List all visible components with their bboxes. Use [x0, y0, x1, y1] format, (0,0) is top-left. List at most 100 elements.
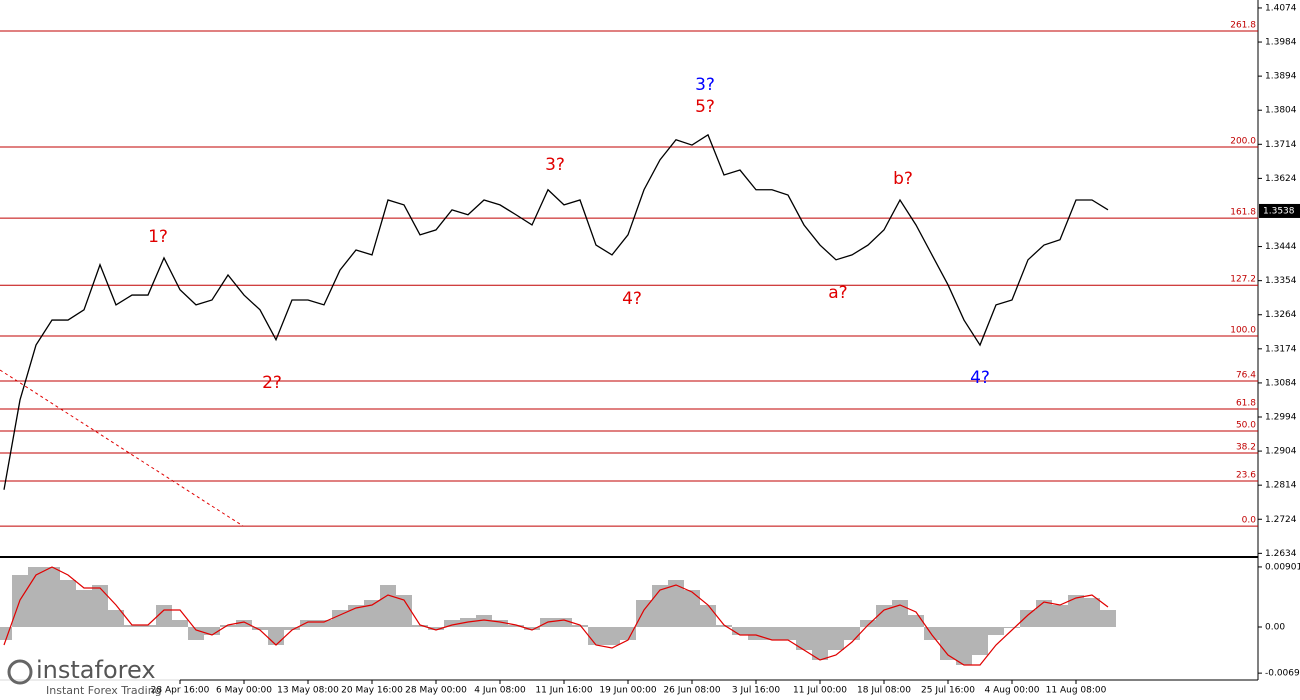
- histogram-bar: [860, 620, 876, 627]
- y-tick-label: 1.3804: [1265, 106, 1297, 116]
- y-tick-label: 1.3624: [1265, 174, 1297, 184]
- x-tick-label: 25 Jul 16:00: [921, 686, 975, 696]
- x-tick-label: 3 Jul 16:00: [732, 686, 781, 696]
- histogram-bar: [76, 590, 92, 627]
- histogram-bar: [1084, 598, 1100, 627]
- x-tick-label: 4 Jun 08:00: [474, 686, 526, 696]
- wave-label: 2?: [262, 373, 282, 393]
- histogram-bar: [668, 580, 684, 627]
- histogram-bar: [60, 580, 76, 627]
- fibo-label: 76.4: [1236, 371, 1256, 381]
- histogram-bar: [716, 625, 732, 627]
- histogram-bar: [812, 627, 828, 660]
- price-line: [3, 133, 1109, 490]
- y-tick-label: 1.2634: [1265, 549, 1297, 559]
- histogram-bar: [220, 625, 236, 627]
- trend-line: [0, 369, 244, 527]
- histogram-bar: [92, 585, 108, 627]
- histogram-bar: [892, 600, 908, 627]
- wave-label: 1?: [148, 227, 168, 247]
- y-tick-label: 1.2724: [1265, 515, 1297, 525]
- histogram-bar: [476, 615, 492, 627]
- histogram-bar: [300, 620, 316, 627]
- watermark-logo: [7, 659, 33, 685]
- histogram-bar: [204, 627, 220, 635]
- x-tick-label: 28 Apr 16:00: [151, 686, 210, 696]
- fibo-label: 50.0: [1236, 421, 1256, 431]
- histogram-bar: [972, 627, 988, 655]
- histogram-bar: [748, 627, 764, 640]
- histogram-bar: [252, 627, 268, 630]
- histogram-bar: [44, 567, 60, 627]
- signal-line: [3, 566, 1109, 666]
- histogram-bar: [444, 620, 460, 627]
- histogram-bar: [108, 610, 124, 627]
- histogram-bar: [988, 627, 1004, 635]
- y-tick-label: 0.00901: [1265, 562, 1300, 572]
- histogram-bar: [780, 627, 796, 640]
- histogram-bar: [652, 585, 668, 627]
- wave-label: 4?: [970, 368, 990, 388]
- y-tick-label: 1.3084: [1265, 378, 1297, 388]
- histogram-bar: [172, 620, 188, 627]
- histogram-bar: [700, 605, 716, 627]
- histogram-bar: [556, 618, 572, 627]
- fibo-label: 261.8: [1230, 21, 1256, 31]
- x-tick-label: 20 May 16:00: [341, 686, 403, 696]
- fibo-label: 61.8: [1236, 399, 1256, 409]
- histogram-bar: [588, 627, 604, 645]
- current-price-box: [1259, 203, 1300, 218]
- histogram-bar: [412, 625, 428, 627]
- histogram-bar: [684, 590, 700, 627]
- wave-label: 5?: [695, 97, 715, 117]
- histogram-bar: [524, 627, 540, 630]
- fibo-label: 100.0: [1230, 325, 1256, 335]
- histogram-bar: [492, 620, 508, 627]
- histogram-bar: [796, 627, 812, 650]
- current-price-label: 1.3538: [1263, 206, 1295, 216]
- histogram-bar: [940, 627, 956, 660]
- y-tick-label: 0.00: [1265, 623, 1285, 633]
- y-tick-label: 1.3984: [1265, 38, 1297, 48]
- fibo-label: 38.2: [1236, 442, 1256, 452]
- x-tick-label: 26 Jun 08:00: [663, 686, 720, 696]
- y-tick-label: 1.3894: [1265, 72, 1297, 82]
- histogram-bar: [364, 600, 380, 627]
- x-tick-label: 19 Jun 00:00: [599, 686, 656, 696]
- fibo-label: 127.2: [1230, 275, 1256, 285]
- histogram-bar: [876, 605, 892, 627]
- x-tick-label: 13 May 08:00: [277, 686, 339, 696]
- x-tick-label: 4 Aug 00:00: [985, 686, 1040, 696]
- histogram-bar: [1020, 610, 1036, 627]
- histogram-bar: [188, 627, 204, 640]
- histogram-bar: [732, 627, 748, 635]
- watermark-brand: instaforex: [36, 656, 156, 684]
- histogram-bar: [844, 627, 860, 640]
- x-tick-label: 18 Jul 08:00: [857, 686, 911, 696]
- histogram-bar: [268, 627, 284, 645]
- histogram-bar: [1052, 605, 1068, 627]
- y-tick-label: 1.2994: [1265, 413, 1297, 423]
- y-tick-label: 1.3264: [1265, 310, 1297, 320]
- wave-label: 4?: [622, 289, 642, 309]
- histogram-bar: [140, 625, 156, 627]
- histogram-bar: [572, 625, 588, 627]
- histogram-bar: [1004, 627, 1020, 628]
- histogram-bar: [316, 620, 332, 627]
- y-tick-label: 1.4074: [1265, 3, 1297, 13]
- wave-label: a?: [828, 283, 847, 303]
- histogram-bar: [764, 627, 780, 640]
- fibo-label: 161.8: [1230, 208, 1256, 218]
- histogram-bar: [348, 605, 364, 627]
- histogram-bar: [956, 627, 972, 665]
- histogram-bar: [828, 627, 844, 650]
- wave-label: b?: [893, 169, 913, 189]
- histogram-bar: [1036, 600, 1052, 627]
- wave-label: 3?: [695, 75, 715, 95]
- x-tick-label: 28 May 00:00: [405, 686, 467, 696]
- histogram-bar: [428, 627, 444, 630]
- histogram-bar: [236, 620, 252, 627]
- x-tick-label: 11 Jun 16:00: [535, 686, 592, 696]
- y-tick-label: 1.3444: [1265, 242, 1297, 252]
